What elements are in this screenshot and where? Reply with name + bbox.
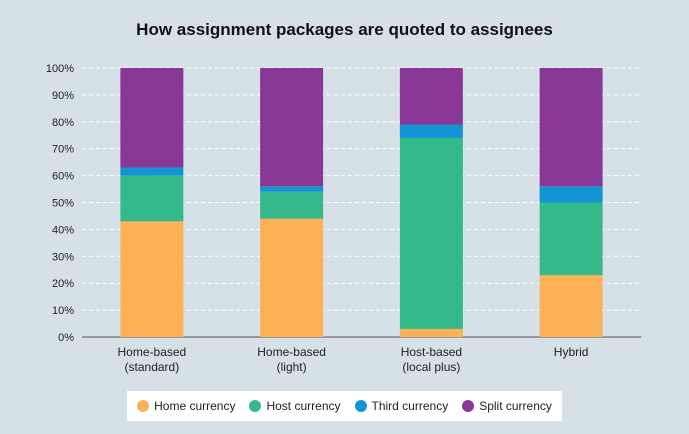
legend-item: Third currency [354,399,449,413]
y-tick-label: 30% [52,251,74,263]
legend-item: Home currency [137,399,235,413]
legend-label: Third currency [371,399,449,413]
y-tick-label: 90% [52,90,74,102]
x-category-label: Home-based [257,345,326,359]
bar-segment-home-currency [260,218,324,337]
legend-swatch-icon [249,400,262,412]
x-category-label: Hybrid [554,345,589,359]
y-tick-label: 80% [52,117,74,129]
bar-stack [120,68,184,337]
y-tick-label: 100% [46,63,74,75]
legend-label: Split currency [479,399,552,413]
bar-stack [399,68,463,337]
bar-segment-host-currency [120,175,184,222]
x-category-label: Home-based [118,345,187,359]
x-category-label: (standard) [125,360,180,374]
bar-segment-home-currency [399,328,463,337]
y-axis-tick-labels: 0% 10% 20% 30% 40% 50% 60% 70% 80% 90% 100% [46,63,74,344]
legend-swatch-icon [137,400,150,412]
chart-legend: Home currency Host currency Third currency… [127,391,562,421]
bar-segment-split-currency [120,68,184,168]
bar-segment-split-currency [260,68,324,187]
bar-stack [539,68,603,337]
bar-segment-third-currency [399,124,463,138]
x-axis-category-labels: Home-based(standard)Home-based(light)Hos… [118,345,589,374]
y-tick-label: 20% [52,278,74,290]
y-tick-label: 40% [52,224,74,236]
bar-segment-third-currency [260,186,324,192]
bar-segment-home-currency [539,275,603,337]
legend-swatch-icon [354,400,367,412]
x-category-label: (light) [277,360,307,374]
bar-segment-host-currency [539,202,603,276]
bar-segment-third-currency [120,167,184,176]
bar-segment-split-currency [539,68,603,187]
bar-segment-host-currency [260,191,324,219]
x-category-label: (local plus) [402,360,460,374]
y-tick-label: 10% [52,305,74,317]
y-tick-label: 70% [52,144,74,156]
bar-segment-split-currency [399,68,463,125]
y-tick-label: 60% [52,171,74,183]
stacked-bar-chart: 0% 10% 20% 30% 40% 50% 60% 70% 80% 90% 100% Home-b… [46,63,641,374]
y-tick-label: 50% [52,198,74,210]
legend-label: Host currency [266,399,341,413]
chart-title: How assignment packages are quoted to as… [136,20,553,39]
legend-item: Split currency [462,399,552,413]
bar-segment-host-currency [399,137,463,329]
legend-item: Host currency [249,399,341,413]
legend-swatch-icon [462,400,475,412]
x-category-label: Host-based [401,345,462,359]
bar-segment-home-currency [120,221,184,337]
y-tick-label: 0% [58,332,74,344]
legend-label: Home currency [154,399,236,413]
bar-stacks [120,68,603,337]
bar-stack [260,68,324,337]
bar-segment-third-currency [539,186,603,203]
